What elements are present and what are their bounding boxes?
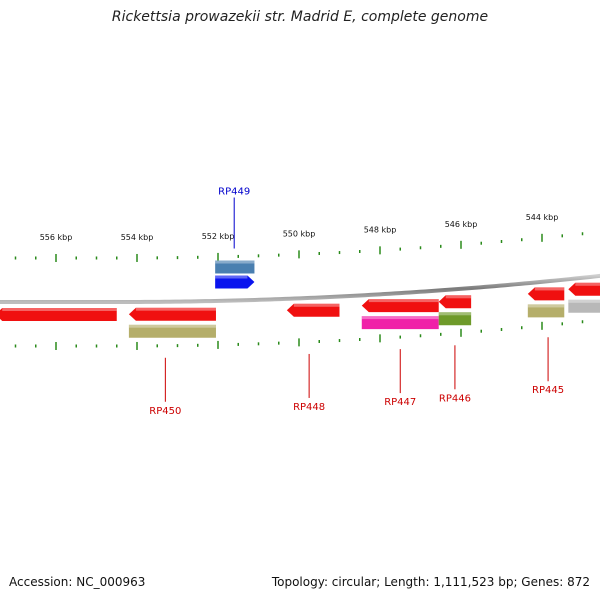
gene-highlight bbox=[2, 308, 117, 311]
gene-g-reverse-red-4 bbox=[361, 299, 439, 313]
gene-body bbox=[361, 316, 439, 330]
tick-label: 550 kbp bbox=[283, 229, 316, 238]
accession-text: Accession: NC_000963 bbox=[9, 575, 146, 589]
gene-g-reverse-green bbox=[438, 312, 472, 326]
tick-label: 546 kbp bbox=[445, 220, 478, 229]
gene-body bbox=[215, 260, 255, 274]
gene-g-reverse-red-2 bbox=[128, 307, 216, 321]
gene-body bbox=[128, 307, 216, 321]
genome-summary-text: Topology: circular; Length: 1,111,523 bp… bbox=[271, 575, 590, 589]
tick-label: 554 kbp bbox=[121, 233, 154, 242]
gene-body bbox=[286, 303, 340, 317]
gene-features bbox=[0, 260, 600, 338]
gene-body bbox=[0, 308, 117, 321]
gene-g-reverse-olive-2 bbox=[527, 304, 565, 318]
map-title: Rickettsia prowazekii str. Madrid E, com… bbox=[111, 9, 489, 25]
gene-g-reverse-gray bbox=[568, 299, 600, 313]
gene-g-forward-blue bbox=[215, 275, 255, 289]
gene-highlight bbox=[445, 295, 472, 299]
gene-body bbox=[527, 304, 565, 318]
gene-highlight bbox=[534, 287, 565, 291]
gene-g-reverse-red-1 bbox=[0, 308, 117, 321]
gene-labels: RP449 RP450 RP448 RP447 RP446 RP445 bbox=[149, 187, 564, 417]
gene-body bbox=[128, 324, 216, 338]
scale-ticks: 556 kbp 554 kbp 552 kbp 550 kbp 548 kbp 546 k… bbox=[14, 213, 584, 350]
tick-label: 548 kbp bbox=[364, 225, 397, 234]
gene-highlight bbox=[568, 299, 600, 303]
tick-label: 552 kbp bbox=[202, 232, 235, 241]
tick-label: 544 kbp bbox=[526, 213, 559, 222]
gene-label-rp446: RP446 bbox=[439, 393, 471, 404]
gene-highlight bbox=[368, 299, 439, 303]
gene-g-reverse-red-6 bbox=[527, 287, 565, 301]
genome-backbone bbox=[0, 273, 600, 304]
gene-body bbox=[438, 312, 472, 326]
gene-highlight bbox=[293, 303, 340, 307]
gene-g-reverse-red-7 bbox=[568, 282, 600, 296]
gene-highlight bbox=[215, 260, 255, 264]
gene-highlight bbox=[527, 304, 565, 308]
gene-highlight bbox=[215, 275, 248, 279]
gene-body bbox=[361, 299, 439, 313]
gene-body bbox=[568, 282, 600, 296]
gene-g-reverse-red-3 bbox=[286, 303, 340, 317]
gene-body bbox=[438, 295, 472, 309]
gene-label-rp445: RP445 bbox=[532, 385, 564, 396]
gene-body bbox=[568, 299, 600, 313]
gene-body bbox=[527, 287, 565, 301]
gene-highlight bbox=[128, 324, 216, 328]
gene-highlight bbox=[438, 312, 472, 316]
gene-g-reverse-red-5 bbox=[438, 295, 472, 309]
gene-g-reverse-magenta bbox=[361, 316, 439, 330]
gene-highlight bbox=[575, 282, 600, 286]
gene-label-rp449: RP449 bbox=[218, 187, 250, 198]
gene-body bbox=[215, 275, 255, 289]
gene-label-rp450: RP450 bbox=[149, 406, 181, 417]
gene-highlight bbox=[361, 316, 439, 320]
tick-label: 556 kbp bbox=[40, 233, 73, 242]
gene-g-forward-steel bbox=[215, 260, 255, 274]
gene-label-rp447: RP447 bbox=[384, 397, 416, 408]
gene-label-rp448: RP448 bbox=[293, 402, 325, 413]
gene-g-reverse-olive-1 bbox=[128, 324, 216, 338]
gene-highlight bbox=[135, 307, 216, 311]
